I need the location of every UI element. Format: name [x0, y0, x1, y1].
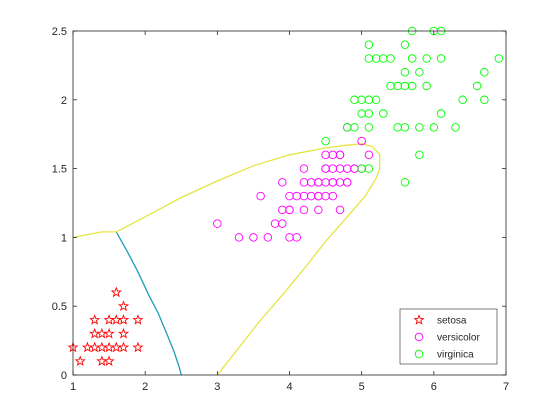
- setosa-point: [132, 341, 144, 353]
- setosa-point: [103, 327, 115, 339]
- setosa-point: [117, 327, 130, 339]
- virginica-point: [458, 95, 467, 105]
- virginica-point: [407, 54, 417, 63]
- y-tick-label: 1: [61, 232, 67, 244]
- versicolor-point: [342, 164, 352, 173]
- virginica-point: [350, 123, 359, 132]
- versicolor-point: [357, 136, 366, 146]
- virginica-point: [386, 54, 395, 63]
- versicolor-point: [321, 164, 330, 173]
- setosa-point: [117, 300, 130, 311]
- x-tick-label: 2: [142, 381, 148, 393]
- decision-boundaries: [72, 143, 381, 376]
- virginica-point: [451, 123, 460, 132]
- versicolor-point: [328, 191, 338, 201]
- virginica-point: [400, 123, 410, 132]
- versicolor-point: [213, 219, 222, 228]
- setosa-point: [117, 341, 130, 353]
- legend-marker-versicolor: [414, 332, 424, 342]
- legend-label-setosa: setosa: [437, 316, 467, 327]
- versicolor-point: [263, 233, 273, 242]
- versicolor-point: [321, 178, 330, 187]
- virginica-point: [364, 123, 374, 132]
- versicolor-point: [335, 205, 345, 215]
- setosa-point: [117, 314, 130, 325]
- y-tick-label: 2.5: [52, 26, 67, 38]
- virginica-point: [422, 81, 431, 91]
- legend-entries: setosa versicolor virginica: [413, 314, 480, 361]
- virginica-point: [415, 150, 424, 160]
- legend-marker-setosa: [413, 314, 425, 325]
- plot-area: 1 2 3 4 5 6 7 0 0.5 1 1.5 2 2.5: [52, 26, 509, 393]
- virginica-point: [364, 164, 374, 173]
- virginica-point: [415, 123, 424, 132]
- virginica-point: [480, 68, 489, 77]
- x-tick-label: 6: [431, 381, 437, 393]
- legend-marker-virginica: [414, 349, 424, 359]
- versicolor-point: [278, 219, 287, 228]
- setosa-point: [89, 314, 101, 325]
- virginica-point: [400, 68, 410, 77]
- versicolor-point: [299, 178, 309, 187]
- setosa-point: [132, 314, 144, 325]
- x-tick-label: 4: [286, 381, 292, 393]
- x-tick-label: 1: [70, 381, 76, 393]
- versicolor-point: [278, 178, 287, 187]
- versicolor-point: [364, 150, 374, 160]
- virginica-point: [494, 54, 504, 63]
- virginica-point: [436, 54, 446, 63]
- versicolor-point: [342, 178, 352, 187]
- x-axis: 1 2 3 4 5 6 7: [70, 31, 509, 393]
- y-axis: 0 0.5 1 1.5 2 2.5: [52, 26, 506, 382]
- virginica-point: [480, 95, 489, 105]
- virginica-point: [436, 109, 446, 118]
- y-tick-label: 2: [61, 95, 67, 107]
- setosa-point: [74, 355, 86, 367]
- y-tick-label: 1.5: [52, 164, 67, 176]
- versicolor-point: [328, 150, 338, 160]
- legend-label-virginica: virginica: [437, 350, 474, 361]
- x-tick-label: 7: [503, 381, 509, 393]
- legend-label-versicolor: versicolor: [437, 333, 480, 344]
- versicolor-point: [299, 205, 309, 215]
- versicolor-point: [234, 233, 244, 242]
- virginica-point: [429, 123, 439, 132]
- x-tick-label: 3: [214, 381, 220, 393]
- setosa-point: [103, 355, 115, 367]
- virginica-point: [364, 109, 374, 118]
- versicolor-point: [292, 233, 301, 242]
- virginica-point: [472, 81, 482, 91]
- boundary-line-setosa-versicolor: [115, 231, 182, 376]
- versicolor-point: [314, 191, 323, 201]
- x-tick-label: 5: [359, 381, 365, 393]
- y-tick-label: 0: [61, 370, 67, 382]
- virginica-point: [321, 136, 330, 146]
- virginica-point: [407, 81, 417, 91]
- versicolor-point: [299, 164, 309, 173]
- versicolor-point: [314, 205, 323, 215]
- virginica-point: [415, 68, 424, 77]
- versicolor-point: [285, 205, 294, 215]
- virginica-point: [371, 95, 381, 105]
- virginica-point: [400, 40, 410, 50]
- versicolor-point: [256, 191, 265, 201]
- data-points: [67, 26, 504, 367]
- boundary-line-versicolor-virginica: [72, 143, 381, 376]
- series-setosa: [67, 286, 144, 367]
- virginica-point: [400, 178, 410, 187]
- virginica-point: [379, 109, 388, 118]
- setosa-point: [110, 286, 122, 298]
- virginica-point: [422, 54, 431, 63]
- y-tick-label: 0.5: [52, 301, 67, 313]
- virginica-point: [364, 40, 374, 50]
- legend: setosa versicolor virginica: [399, 308, 498, 365]
- versicolor-point: [249, 233, 258, 242]
